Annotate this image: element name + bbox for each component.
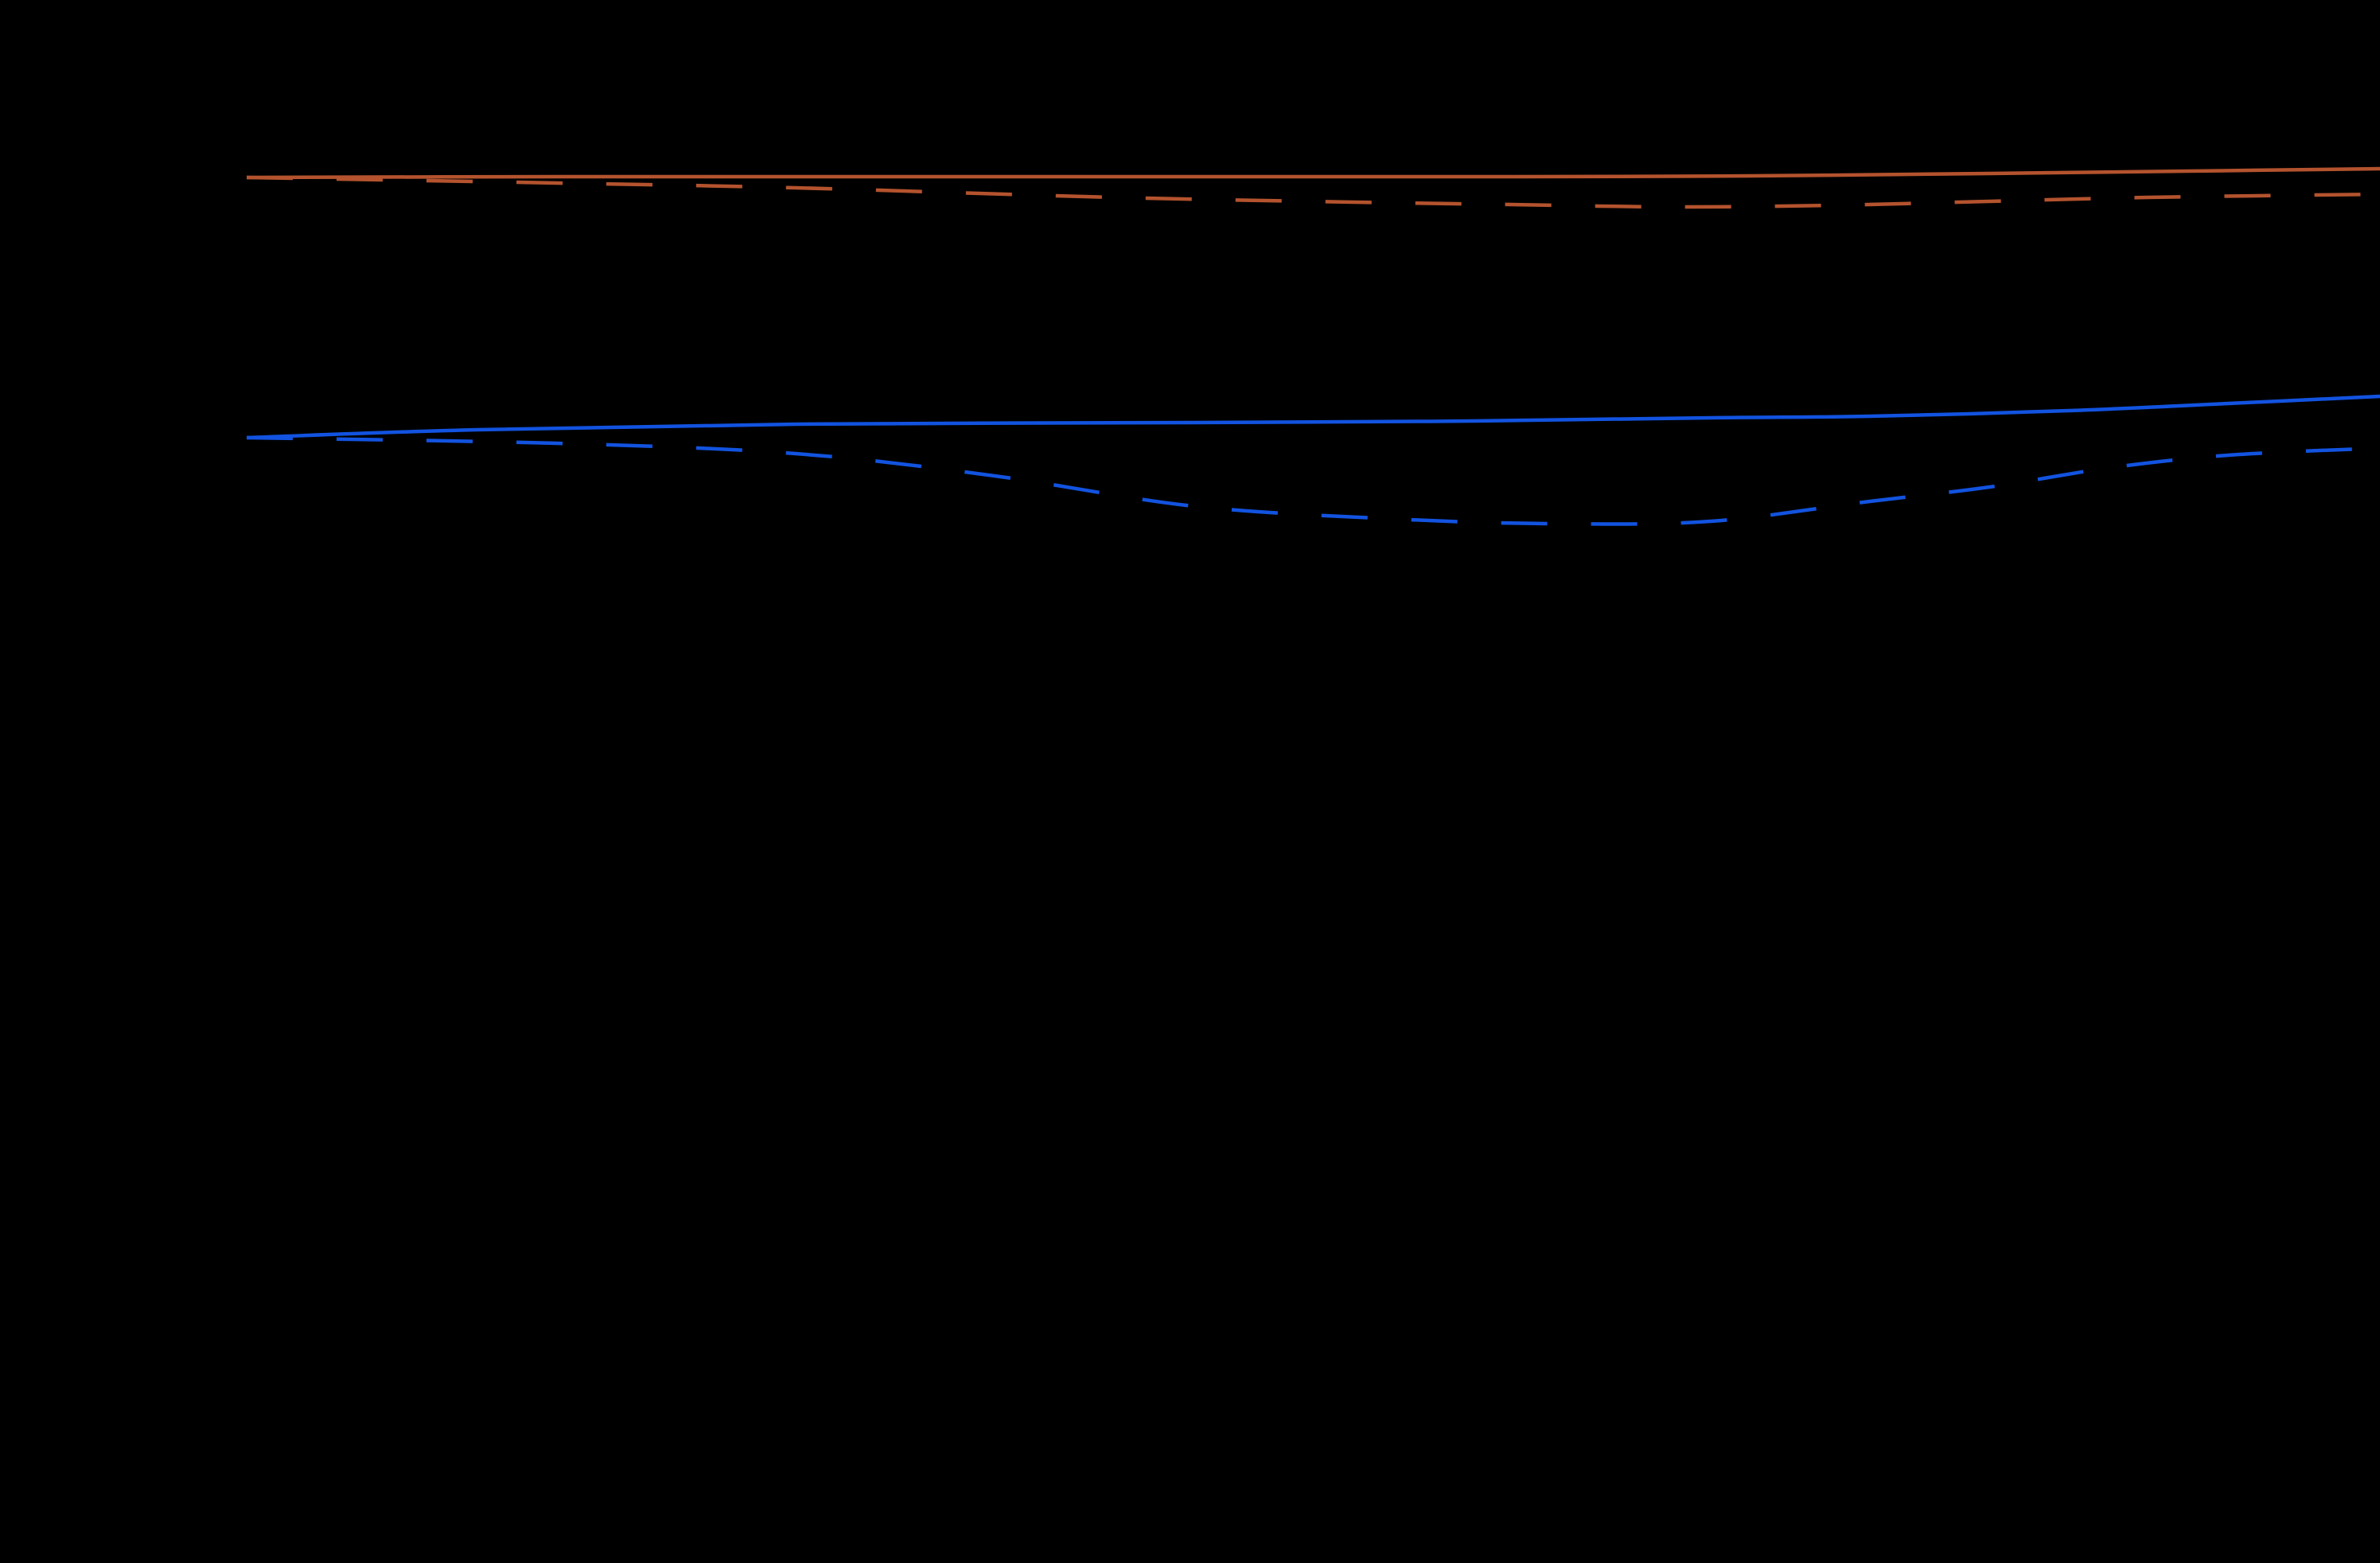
series-orange-dashed bbox=[246, 175, 2380, 209]
series-blue-dashed bbox=[246, 435, 2380, 526]
series-group bbox=[246, 166, 2380, 526]
series-orange-solid bbox=[246, 166, 2380, 180]
series-blue-solid bbox=[246, 394, 2380, 440]
